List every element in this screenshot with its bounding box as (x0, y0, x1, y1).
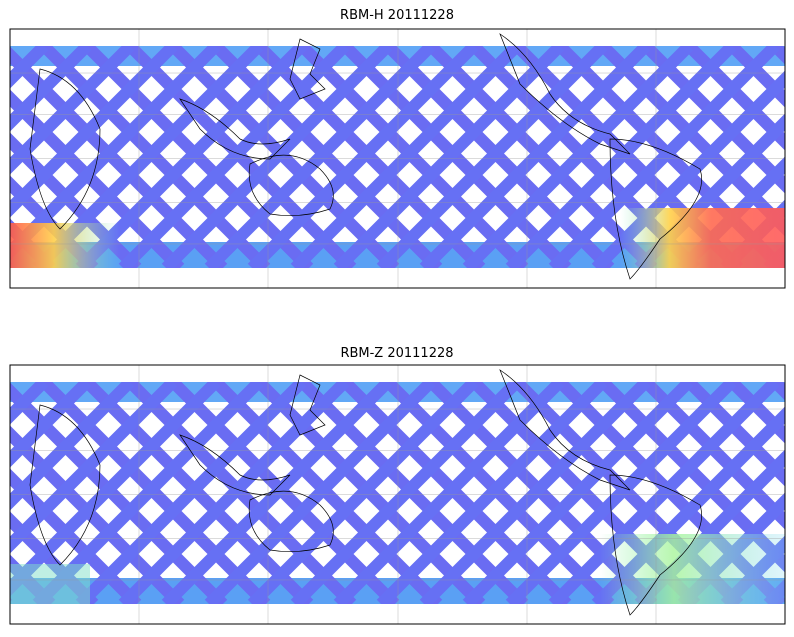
swath (161, 382, 393, 604)
swath (10, 46, 178, 218)
swath (10, 46, 92, 132)
panel-title: RBM-H 20111228 (340, 8, 454, 23)
hot-region (620, 208, 785, 268)
swath (462, 382, 694, 604)
map-frame (9, 28, 786, 289)
swath (419, 46, 651, 268)
swath (204, 382, 436, 604)
swath (333, 46, 565, 268)
swath (333, 382, 565, 604)
coastline (29, 68, 101, 230)
swath (10, 382, 135, 511)
swath (548, 382, 780, 604)
hot-region (10, 223, 120, 268)
swath (684, 382, 785, 487)
swath (684, 46, 785, 151)
coastline (289, 38, 326, 100)
swath (10, 382, 92, 468)
warm-region (10, 564, 90, 604)
swath (290, 382, 522, 604)
swath-layer (0, 382, 785, 604)
coastline (248, 490, 334, 552)
swath (462, 46, 694, 268)
swath (247, 46, 479, 268)
coastline (29, 404, 101, 566)
swath-layer (0, 46, 785, 268)
coastline (609, 138, 702, 280)
swath (727, 382, 785, 444)
coastline (179, 434, 291, 496)
swath (118, 382, 350, 604)
warm-region (600, 534, 785, 604)
map-frame (9, 364, 786, 625)
swath (247, 382, 479, 604)
swath (10, 261, 13, 266)
panel-title: RBM-Z 20111228 (340, 346, 453, 361)
swath (161, 46, 393, 268)
swath (548, 46, 780, 268)
swath (75, 382, 307, 604)
swath (204, 46, 436, 268)
swath (727, 46, 785, 108)
coastline (179, 98, 291, 160)
coastline (289, 374, 326, 436)
swath (505, 382, 737, 604)
swath (10, 46, 135, 175)
swath (118, 46, 350, 268)
swath (10, 597, 13, 602)
swath (376, 46, 608, 268)
swath (419, 382, 651, 604)
swath (0, 382, 1, 604)
coastline (609, 474, 702, 616)
swath (10, 382, 178, 554)
swath (0, 46, 1, 268)
coastline (499, 33, 631, 155)
coastline (248, 154, 334, 216)
coastline (499, 369, 631, 491)
swath (376, 382, 608, 604)
swath (290, 46, 522, 268)
swath (505, 46, 737, 268)
